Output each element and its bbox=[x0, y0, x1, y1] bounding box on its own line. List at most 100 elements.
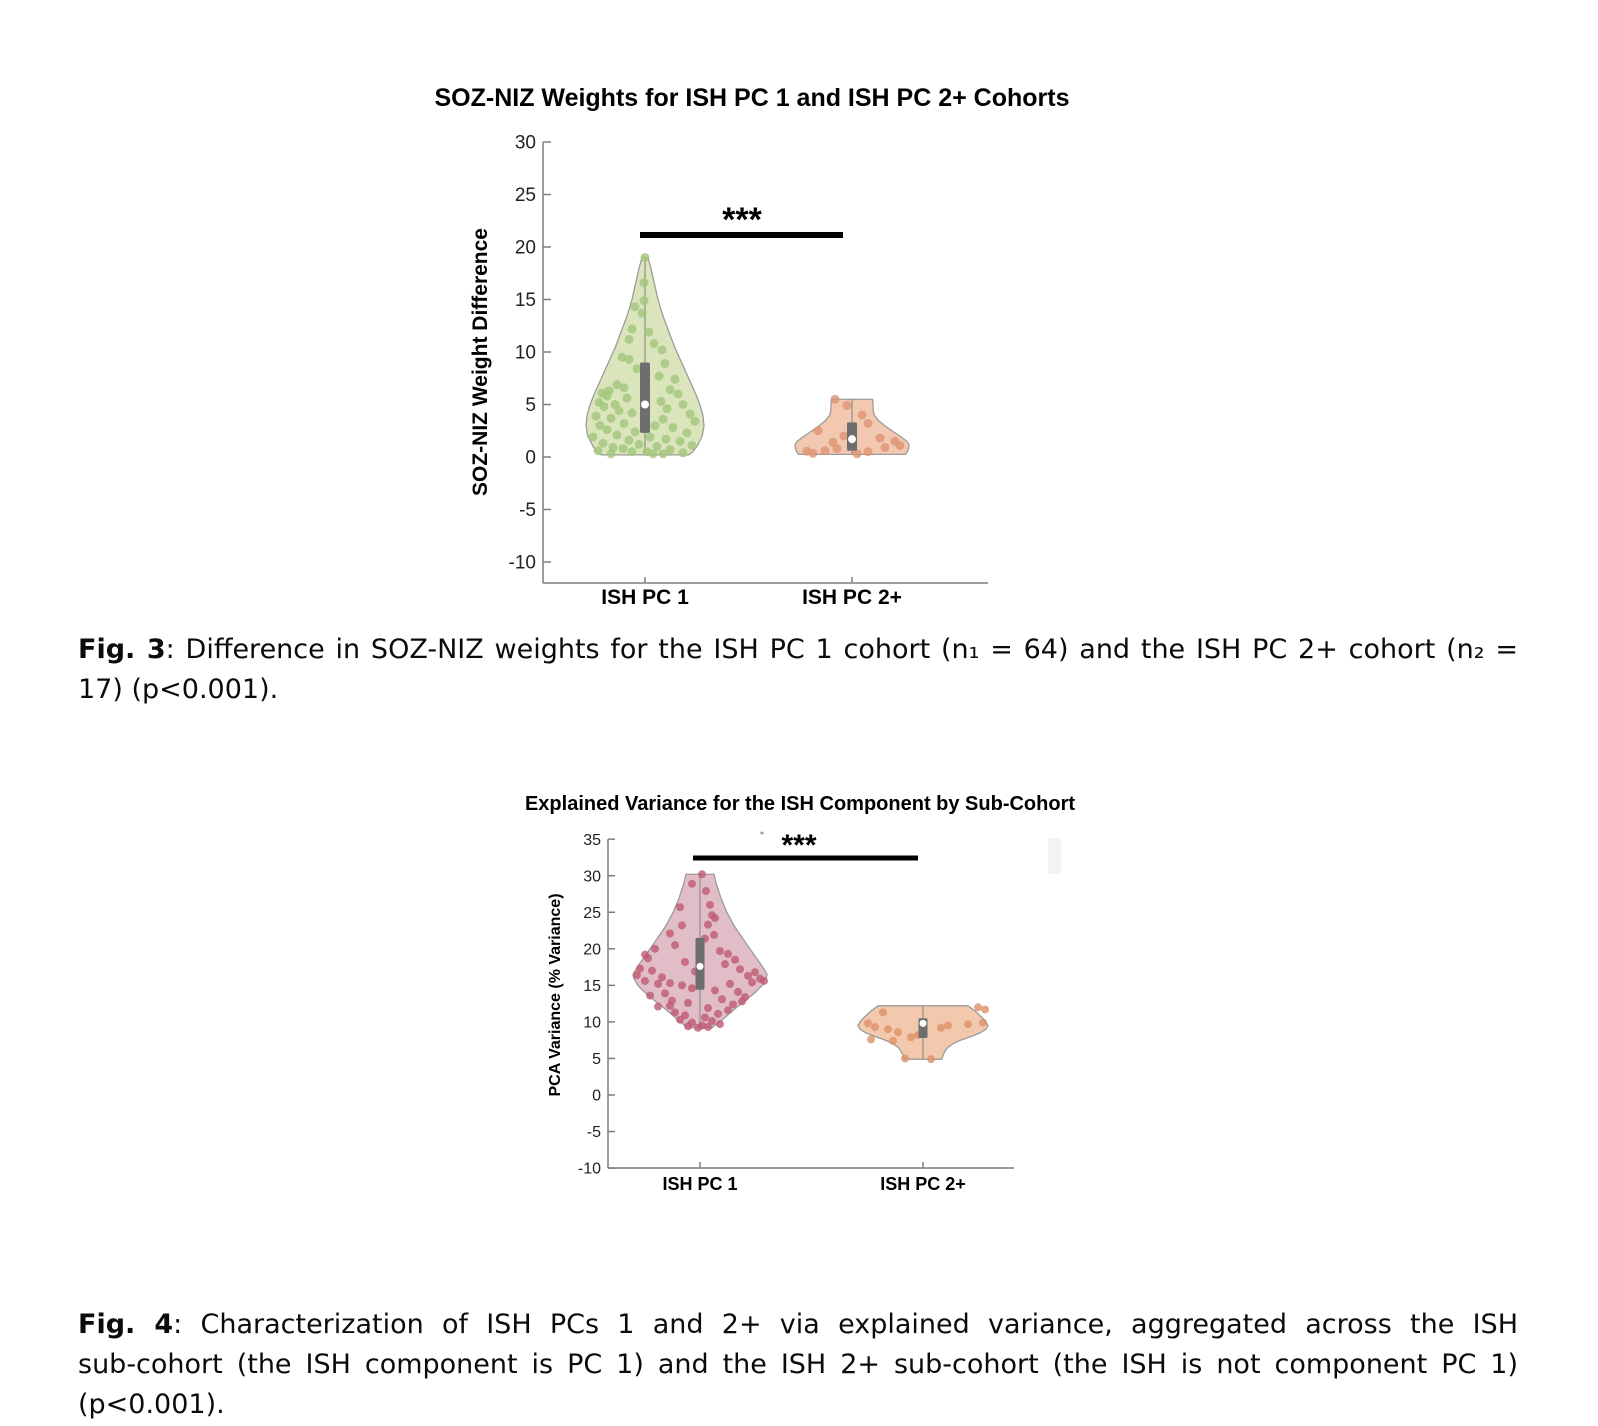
data-point bbox=[901, 1054, 909, 1063]
median-dot bbox=[641, 400, 649, 409]
data-point bbox=[974, 1003, 982, 1012]
data-point bbox=[857, 410, 867, 420]
data-point bbox=[666, 979, 674, 988]
data-point bbox=[641, 976, 649, 985]
data-point bbox=[820, 446, 830, 456]
data-point bbox=[706, 900, 714, 909]
data-point bbox=[702, 887, 710, 896]
y-tick-label: 10 bbox=[515, 343, 536, 364]
data-point bbox=[687, 440, 697, 450]
y-tick-label: 5 bbox=[525, 395, 536, 416]
data-point bbox=[624, 334, 634, 344]
chart-title: SOZ-NIZ Weights for ISH PC 1 and ISH PC … bbox=[434, 84, 1069, 112]
data-point bbox=[710, 930, 718, 939]
data-point bbox=[711, 986, 719, 995]
data-point bbox=[630, 427, 640, 437]
data-point bbox=[708, 1017, 716, 1026]
data-point bbox=[760, 976, 768, 985]
data-point bbox=[634, 439, 644, 449]
data-point bbox=[864, 1019, 872, 1028]
y-tick-label: 10 bbox=[583, 1015, 601, 1032]
data-point bbox=[684, 998, 692, 1007]
data-point bbox=[889, 1036, 897, 1045]
data-point bbox=[884, 1025, 892, 1034]
y-tick-label: 15 bbox=[583, 978, 601, 995]
data-point bbox=[671, 941, 679, 950]
data-point bbox=[852, 449, 862, 459]
data-point bbox=[927, 1055, 935, 1064]
data-point bbox=[875, 433, 885, 443]
fig3-caption-label: Fig. 3 bbox=[78, 634, 166, 665]
y-tick-label: 5 bbox=[592, 1051, 601, 1068]
y-tick-label: 0 bbox=[525, 448, 536, 469]
data-point bbox=[654, 979, 662, 988]
data-point bbox=[830, 394, 840, 404]
data-point bbox=[688, 984, 696, 993]
significance-stars: *** bbox=[781, 829, 816, 862]
y-tick-label: 20 bbox=[583, 941, 601, 958]
data-point bbox=[716, 1020, 724, 1029]
data-point bbox=[622, 393, 632, 403]
y-axis-label: PCA Variance (% Variance) bbox=[547, 893, 564, 1096]
y-tick-label: 25 bbox=[515, 185, 536, 206]
data-point bbox=[895, 440, 905, 450]
fig3-caption-line1: Fig. 3: Difference in SOZ-NIZ weights fo… bbox=[78, 630, 1518, 670]
data-point bbox=[618, 444, 628, 454]
data-point bbox=[658, 449, 668, 459]
data-point bbox=[654, 1002, 662, 1011]
data-point bbox=[690, 416, 700, 426]
data-point bbox=[666, 1001, 674, 1010]
data-point bbox=[658, 973, 666, 982]
data-point bbox=[871, 1023, 879, 1032]
data-point bbox=[678, 448, 688, 458]
stray-dot bbox=[760, 831, 764, 835]
jitter-points bbox=[802, 394, 905, 459]
data-point bbox=[724, 1006, 732, 1015]
fig4-caption-line1: Fig. 4: Characterization of ISH PCs 1 an… bbox=[78, 1305, 1518, 1345]
data-point bbox=[808, 448, 818, 458]
data-point bbox=[744, 971, 752, 980]
data-point bbox=[711, 914, 719, 923]
data-point bbox=[645, 432, 655, 442]
data-point bbox=[694, 1023, 702, 1032]
y-tick-label: 30 bbox=[583, 868, 601, 885]
y-tick-label: -10 bbox=[578, 1161, 601, 1178]
violin-ish-pc-1 bbox=[585, 253, 705, 459]
data-point bbox=[867, 1035, 875, 1044]
data-point bbox=[721, 960, 729, 969]
data-point bbox=[612, 380, 622, 390]
data-point bbox=[627, 324, 637, 334]
data-point bbox=[894, 1028, 902, 1037]
data-point bbox=[718, 995, 726, 1004]
fig4-caption-line2: sub-cohort (the ISH component is PC 1) a… bbox=[78, 1349, 1518, 1380]
data-point bbox=[964, 1020, 972, 1029]
data-point bbox=[944, 1021, 952, 1030]
data-point bbox=[588, 432, 598, 442]
data-point bbox=[879, 1008, 887, 1017]
data-point bbox=[656, 396, 666, 406]
data-point bbox=[624, 354, 634, 364]
data-point bbox=[726, 979, 734, 988]
fig4-caption-text: : Characterization of ISH PCs 1 and 2+ v… bbox=[173, 1309, 1518, 1340]
y-tick-label: 25 bbox=[583, 905, 601, 922]
data-point bbox=[650, 421, 660, 430]
data-point bbox=[678, 400, 688, 409]
data-point bbox=[731, 955, 739, 964]
data-point bbox=[714, 1009, 722, 1018]
data-point bbox=[644, 954, 652, 963]
fig3-caption: Fig. 3: Difference in SOZ-NIZ weights fo… bbox=[78, 630, 1518, 710]
data-point bbox=[738, 997, 746, 1006]
data-point bbox=[981, 1005, 989, 1014]
data-point bbox=[593, 446, 603, 456]
data-point bbox=[632, 364, 642, 374]
data-point bbox=[704, 1023, 712, 1032]
data-point bbox=[698, 870, 706, 879]
data-point bbox=[637, 308, 647, 318]
x-category-label: ISH PC 2+ bbox=[880, 1174, 966, 1194]
data-point bbox=[633, 971, 641, 980]
data-point bbox=[675, 436, 685, 446]
data-point bbox=[716, 946, 724, 955]
data-point bbox=[627, 447, 637, 457]
